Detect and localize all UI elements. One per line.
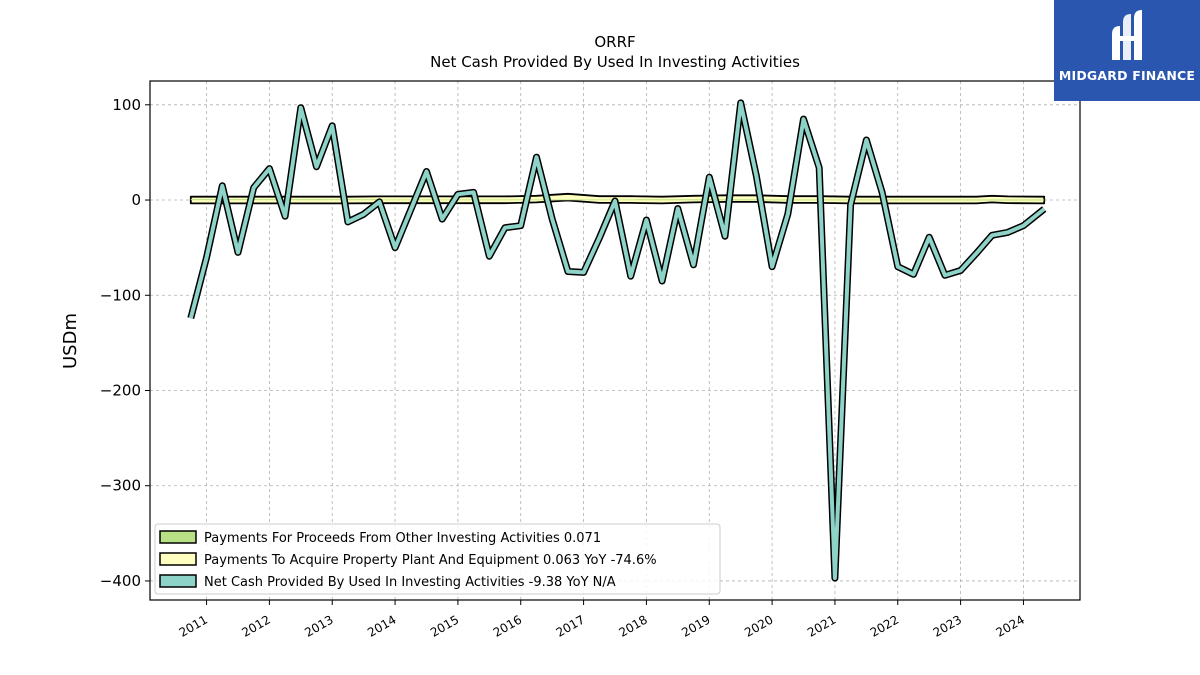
x-tick-label: 2022 bbox=[868, 612, 901, 639]
plot-frame bbox=[149, 80, 1081, 601]
legend-label-other-investing: Payments For Proceeds From Other Investi… bbox=[204, 531, 601, 546]
series-net-cash-outline bbox=[187, 99, 1047, 582]
brand-mark-icon bbox=[1112, 10, 1142, 60]
x-tick-label: 2020 bbox=[742, 612, 775, 639]
x-tick-label: 2016 bbox=[491, 612, 524, 639]
y-axis: 100 0 −100 −200 −300 −400 bbox=[100, 96, 150, 590]
x-tick-label: 2017 bbox=[554, 612, 587, 639]
series-net-cash-line bbox=[188, 100, 1046, 581]
chart-subtitle: Net Cash Provided By Used In Investing A… bbox=[430, 53, 800, 71]
x-axis: 2011 2012 2013 2014 2015 2016 2017 2018 2019 2020… bbox=[177, 600, 1027, 640]
legend-swatch-ppe bbox=[159, 552, 197, 566]
x-tick-label: 2021 bbox=[805, 612, 838, 639]
legend: Payments For Proceeds From Other Investi… bbox=[154, 523, 721, 595]
chart-title: ORRF bbox=[594, 33, 635, 51]
y-tick-label: −400 bbox=[100, 572, 141, 590]
y-tick-label: 0 bbox=[131, 191, 141, 209]
legend-swatch-other-investing bbox=[159, 530, 197, 544]
series-layer bbox=[187, 99, 1047, 582]
brand-logo: MIDGARD FINANCE bbox=[1054, 0, 1200, 101]
y-tick-label: −300 bbox=[100, 477, 141, 495]
x-tick-label: 2015 bbox=[428, 612, 461, 639]
x-tick-label: 2012 bbox=[239, 612, 272, 639]
x-tick-label: 2023 bbox=[931, 612, 964, 639]
x-tick-label: 2024 bbox=[993, 612, 1026, 639]
y-axis-label: USDm bbox=[60, 313, 81, 369]
x-tick-label: 2019 bbox=[679, 612, 712, 639]
y-tick-label: 100 bbox=[112, 96, 141, 114]
grid bbox=[150, 81, 1080, 600]
legend-label-net-cash: Net Cash Provided By Used In Investing A… bbox=[204, 575, 616, 590]
x-tick-label: 2014 bbox=[365, 612, 398, 639]
y-tick-label: −200 bbox=[100, 381, 141, 399]
legend-label-ppe: Payments To Acquire Property Plant And E… bbox=[204, 553, 657, 568]
x-tick-label: 2018 bbox=[616, 612, 649, 639]
legend-box bbox=[154, 523, 721, 595]
brand-name: MIDGARD FINANCE bbox=[1058, 68, 1196, 83]
x-tick-label: 2013 bbox=[302, 612, 335, 639]
legend-swatch-net-cash bbox=[159, 574, 197, 588]
y-tick-label: −100 bbox=[100, 286, 141, 304]
x-tick-label: 2011 bbox=[177, 612, 210, 639]
